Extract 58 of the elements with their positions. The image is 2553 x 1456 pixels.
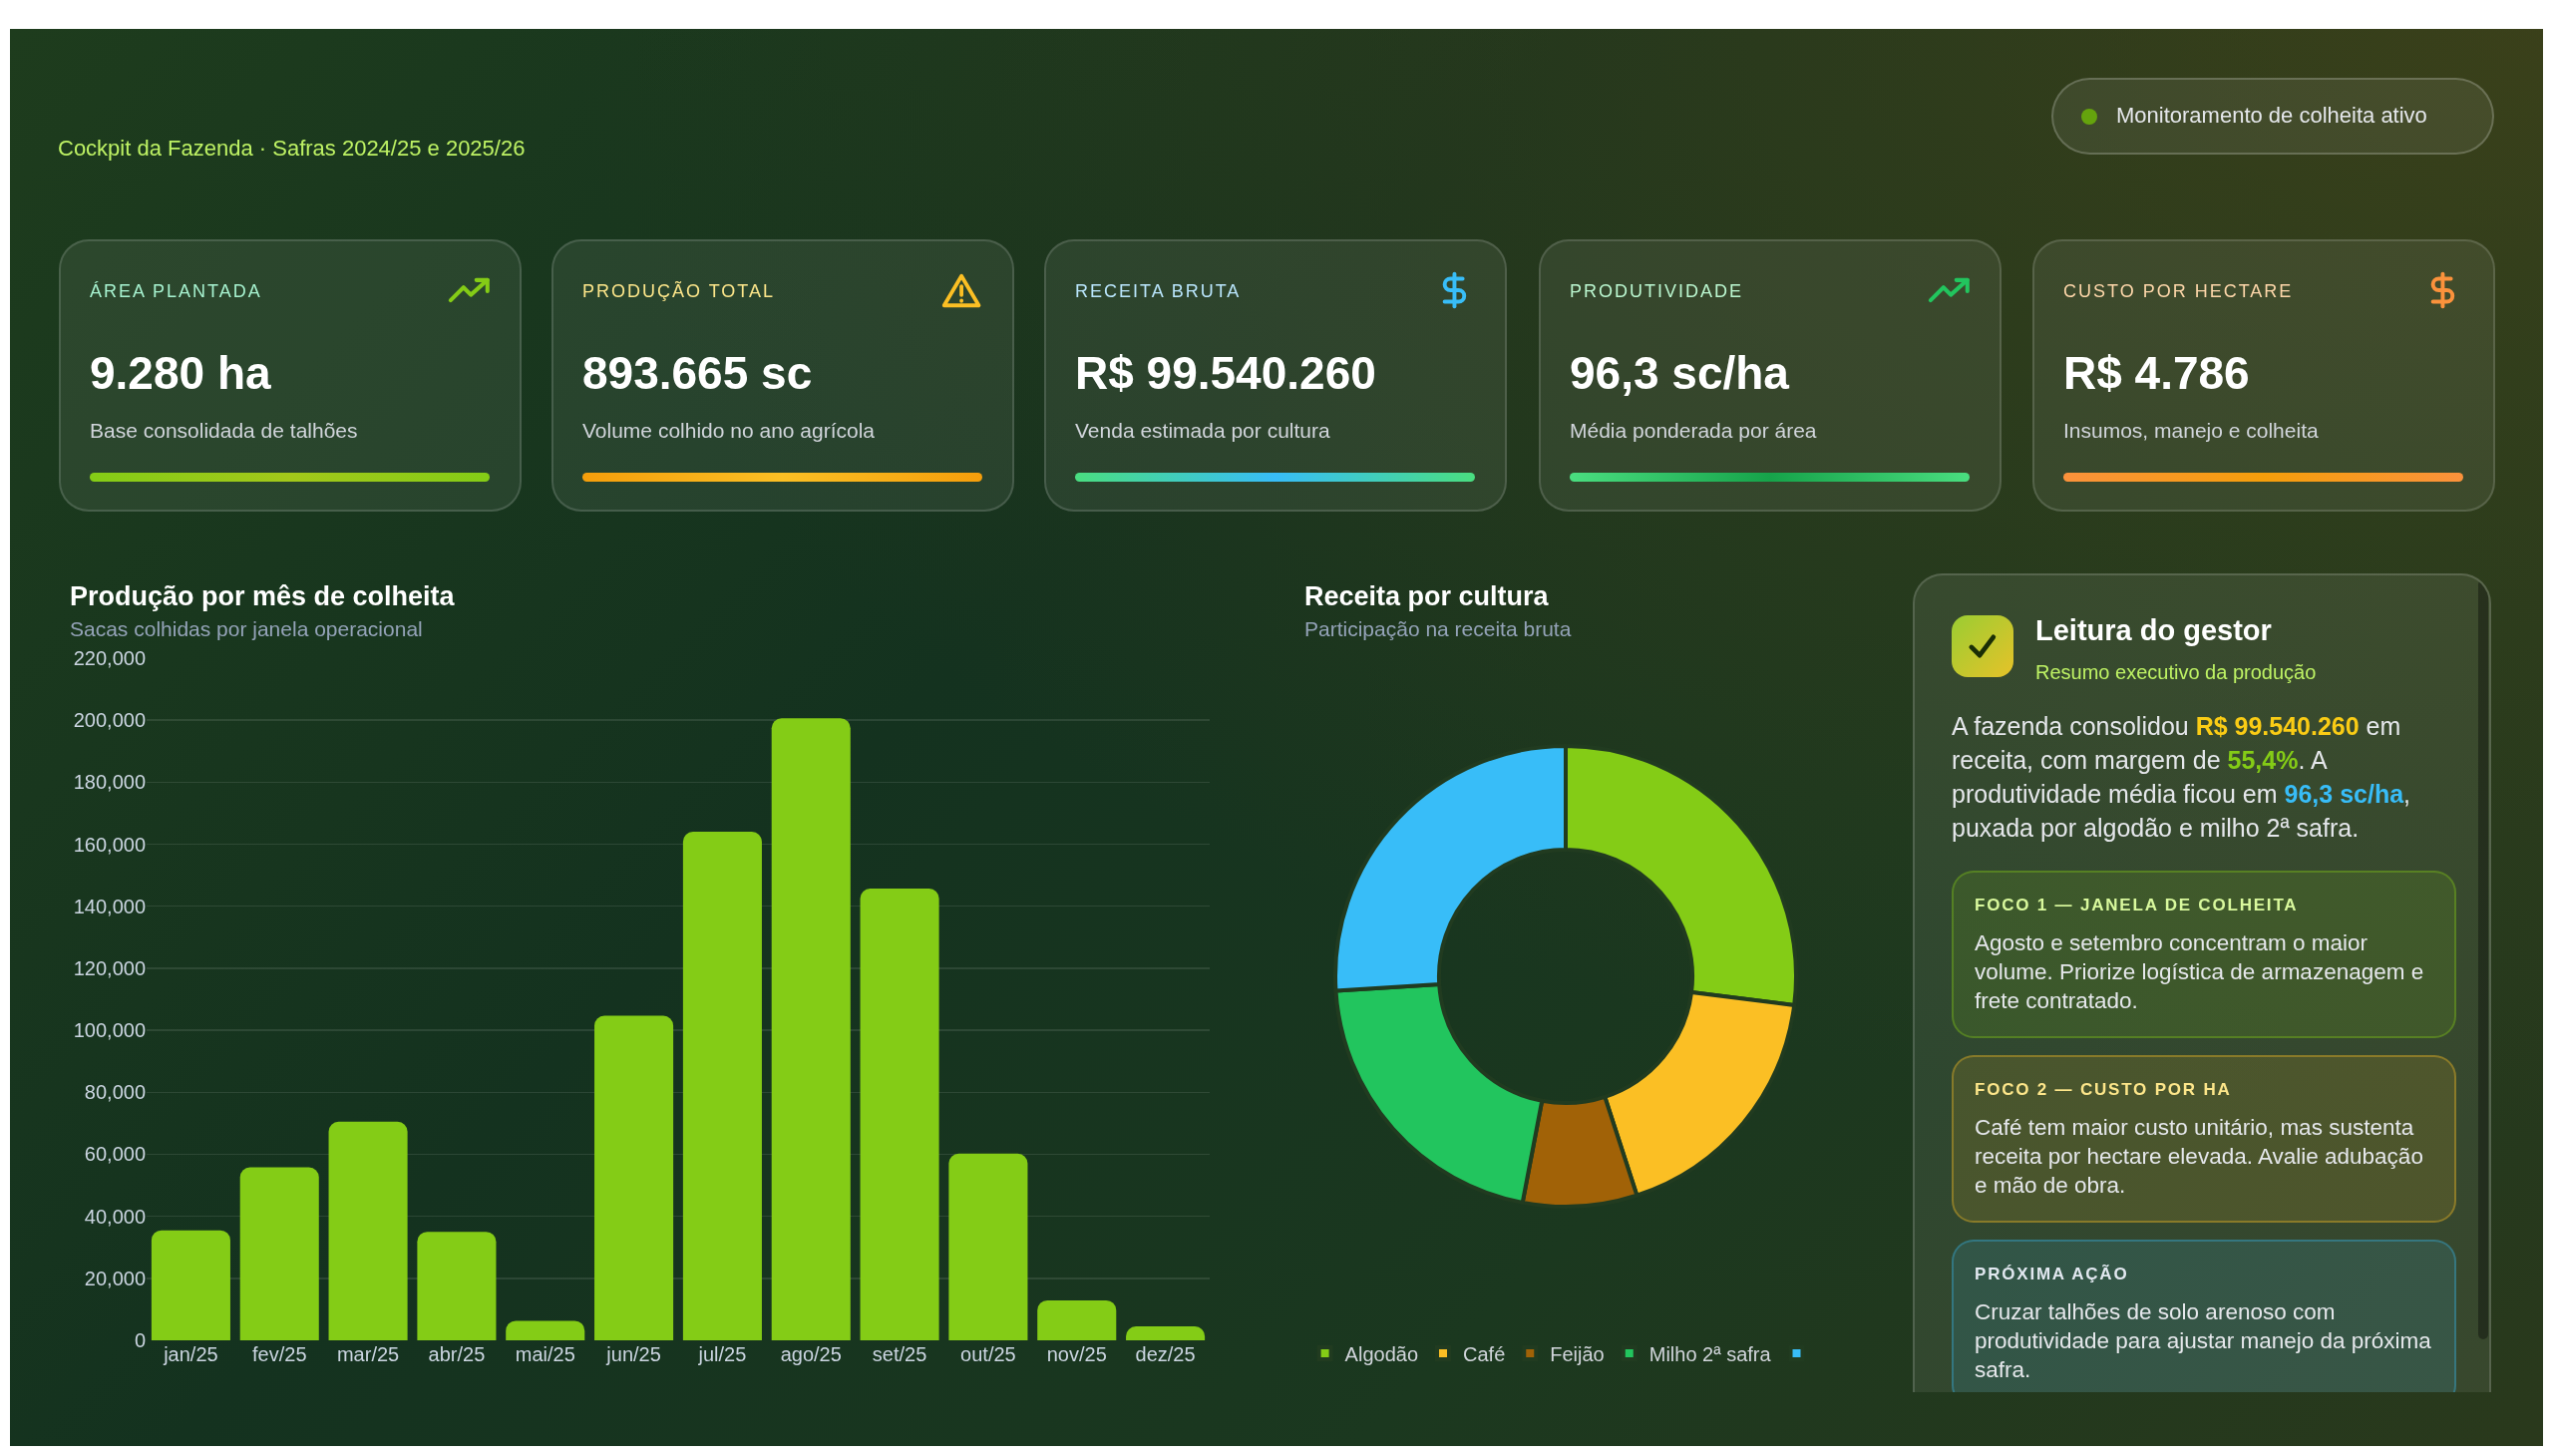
y-tick-label: 120,000 [73, 956, 146, 979]
x-tick-label: dez/25 [1135, 1343, 1196, 1365]
y-tick-label: 0 [134, 1329, 146, 1351]
text: R$ 99.540.260 [1075, 346, 1376, 401]
chart-title: Receita por cultura [1304, 580, 1549, 613]
legend-label: Milho 2ª safra [1648, 1342, 1772, 1365]
text: Volume colhido no ano agrícola [582, 418, 876, 444]
legend-label: Café [1463, 1342, 1506, 1365]
x-tick-label: mar/25 [336, 1343, 400, 1365]
x-tick-label: abr/25 [428, 1343, 486, 1365]
x-tick-label: jul/25 [697, 1343, 747, 1365]
y-tick-label: 20,000 [84, 1267, 146, 1289]
text: 96,3 sc/ha [1570, 346, 1789, 401]
text: Cruzar talhões de solo arenoso com produtividade para ajustar manejo da próxima safra. [1975, 1298, 2432, 1384]
y-tick-label: 200,000 [73, 709, 146, 732]
y-tick-label: 220,000 [73, 647, 146, 669]
text: Cockpit da Fazenda · Safras 2024/25 e 2025/26 [58, 136, 526, 163]
text: ÁREA PLANTADA [90, 281, 262, 303]
text: Café tem maior custo unitário, mas sustenta receita por hectare elevada. Avalie adubação e mão de obra. [1975, 1114, 2424, 1200]
legend-label: Feijão [1550, 1342, 1605, 1365]
text: Monitoramento de colheita ativo [2116, 103, 2427, 130]
text: PRODUTIVIDADE [1570, 281, 1744, 303]
text: R$ 4.786 [2063, 346, 2250, 401]
text: FOCO 1 — JANELA DE COLHEITA [1975, 895, 2300, 916]
text: Agosto e setembro concentram o maior volume. Priorize logística de armazenagem e frete contratado. [1975, 929, 2425, 1015]
legend-label: Algodão [1344, 1342, 1419, 1365]
text: A fazenda consolidou R$ 99.540.260 em receita, com margem de 55,4%. A produtividade média ficou em 96,3 sc/ha, puxada por algodão e milho 2ª safra. [1952, 712, 2411, 842]
text: PRÓXIMA AÇÃO [1975, 1264, 2130, 1285]
y-tick-label: 100,000 [73, 1019, 146, 1042]
y-tick-label: 160,000 [73, 833, 146, 856]
x-tick-label: fev/25 [252, 1343, 307, 1365]
y-tick-label: 60,000 [84, 1143, 146, 1166]
x-tick-label: ago/25 [780, 1343, 842, 1365]
x-tick-label: jun/25 [605, 1343, 661, 1365]
chart-title: Produção por mês de colheita [70, 580, 455, 613]
x-tick-label: nov/25 [1046, 1343, 1107, 1365]
text: PRODUÇÃO TOTAL [582, 281, 776, 303]
text: 9.280 ha [90, 346, 271, 401]
text: FOCO 2 — CUSTO POR HA [1975, 1079, 2233, 1101]
x-tick-label: jan/25 [163, 1343, 218, 1365]
text: Média ponderada por área [1570, 418, 1817, 444]
text: Leitura do gestor [2035, 613, 2272, 648]
y-tick-label: 180,000 [73, 771, 146, 794]
x-tick-label: set/25 [872, 1343, 927, 1365]
x-tick-label: mai/25 [515, 1343, 575, 1365]
chart-subtitle: Sacas colhidas por janela operacional [70, 616, 423, 642]
text: RECEITA BRUTA [1075, 281, 1242, 303]
text: 893.665 sc [582, 346, 813, 401]
chart-subtitle: Participação na receita bruta [1304, 616, 1572, 642]
text: Base consolidada de talhões [90, 418, 358, 444]
text: Resumo executivo da produção [2035, 660, 2317, 684]
y-tick-label: 40,000 [84, 1205, 146, 1228]
y-tick-label: 80,000 [84, 1081, 146, 1104]
y-tick-label: 140,000 [73, 895, 146, 917]
text: Venda estimada por cultura [1075, 418, 1330, 444]
text: Insumos, manejo e colheita [2063, 418, 2319, 444]
text: CUSTO POR HECTARE [2063, 281, 2294, 303]
x-tick-label: out/25 [960, 1343, 1016, 1365]
